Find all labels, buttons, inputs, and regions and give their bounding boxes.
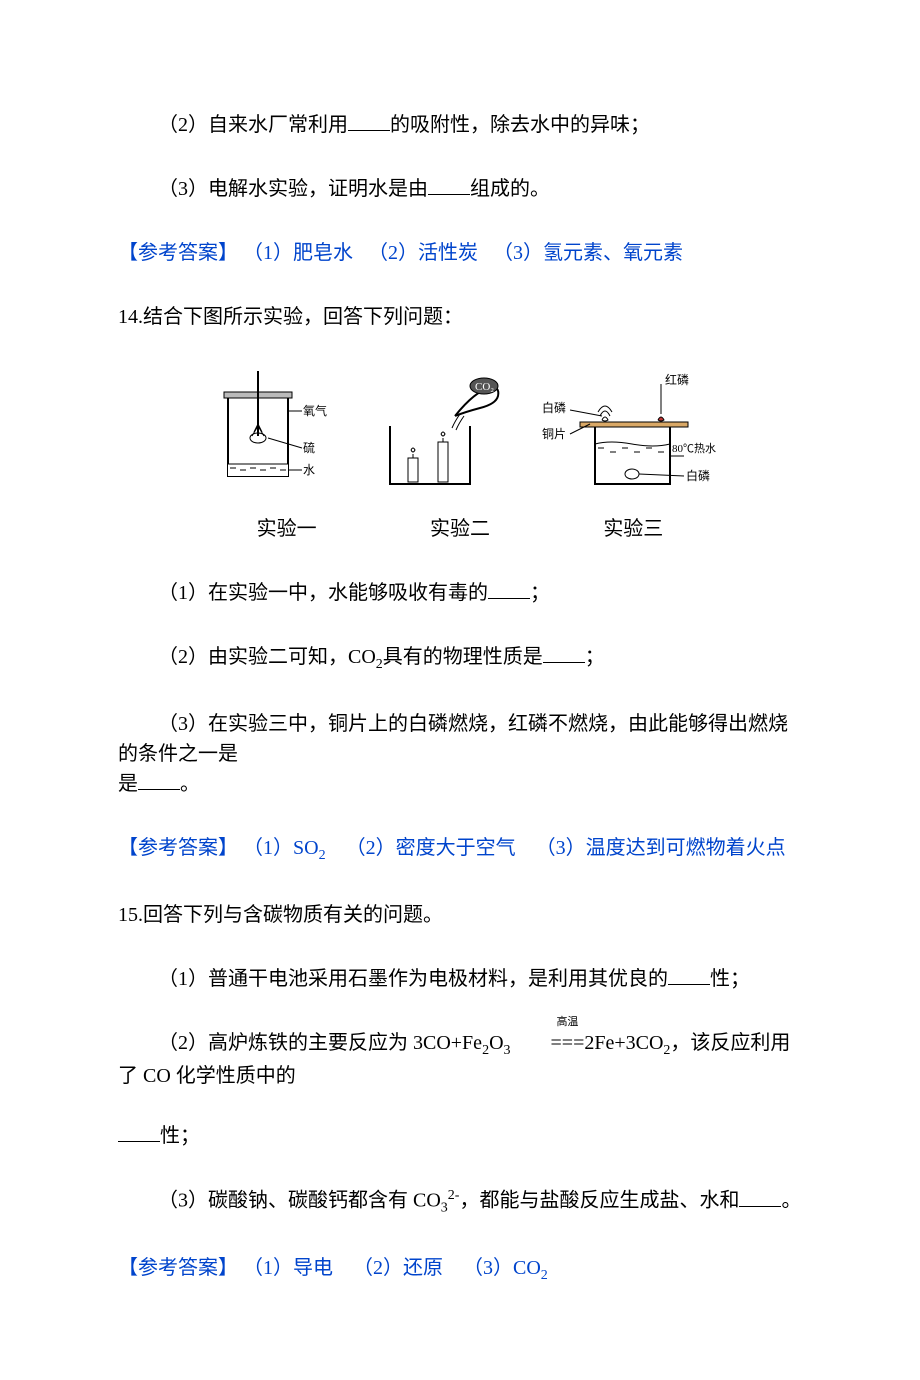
q13-p2-text: （2）自来水厂常利用 (158, 114, 348, 136)
label-co2: CO₂ (475, 381, 494, 393)
q14-part1: （1）在实验一中，水能够吸收有毒的 ； (118, 578, 802, 608)
q13-p3-tail: 组成的。 (470, 178, 550, 200)
q14-p3a: （3）在实验三中，铜片上的白磷燃烧，红磷不燃烧，由此能够得出燃烧的条件之一是 (118, 713, 788, 765)
q15-part2: （2）高炉炼铁的主要反应为 3CO+Fe2O3高温===2Fe+3CO2，该反应… (118, 1028, 802, 1151)
q14-p2a: （2）由实验二可知，CO (158, 646, 376, 668)
q15-a3-sub: 2 (541, 1268, 548, 1283)
q15-num: 15. (118, 904, 143, 926)
exp1-svg: 氧气 硫 水 (200, 366, 330, 496)
q13-p3-text: （3）电解水实验，证明水是由 (158, 178, 428, 200)
q14-stem-text: 结合下图所示实验，回答下列问题： (143, 306, 463, 328)
q15-p2-mid2: 2Fe+3CO (584, 1032, 663, 1054)
q14-p1a: （1）在实验一中，水能够吸收有毒的 (158, 582, 488, 604)
label-water: 水 (303, 463, 315, 477)
q15-a2: （2）还原 (353, 1257, 443, 1279)
q15-a3-pre: （3）CO (463, 1257, 541, 1279)
q15-p3a: （3）碳酸钠、碳酸钙都含有 CO (158, 1190, 441, 1212)
q13-answer: 【参考答案】 （1）肥皂水 （2）活性炭 （3）氢元素、氧元素 (118, 238, 802, 268)
eq-top: 高温 (516, 1014, 578, 1031)
blank (428, 174, 470, 195)
q14-p1b: ； (530, 582, 550, 604)
label-hotwater: 80℃热水 (672, 442, 716, 455)
q13-a2: （2）活性炭 (368, 242, 478, 264)
q14-answer: 【参考答案】 （1）SO2 （2）密度大于空气 （3）温度达到可燃物着火点 (118, 833, 802, 866)
answer-label: 【参考答案】 (118, 1257, 238, 1279)
q13-part3: （3）电解水实验，证明水是由 组成的。 (118, 174, 802, 204)
exp2-svg: CO₂ (360, 366, 510, 496)
q14-part2: （2）由实验二可知，CO2具有的物理性质是 ； (118, 642, 802, 675)
blank (668, 964, 710, 985)
blank (739, 1186, 781, 1207)
q14-num: 14. (118, 306, 143, 328)
sub: 3 (504, 1043, 511, 1058)
experiment-3-figure: 红磷 白磷 铜片 80℃热水 白磷 (540, 366, 720, 496)
q15-p2-mid1: O (489, 1032, 503, 1054)
q15-p3b: 。 (781, 1190, 801, 1212)
experiment-1-figure: 氧气 硫 水 (200, 366, 330, 496)
label-sulfur: 硫 (303, 440, 315, 455)
q14-captions: 实验一 实验二 实验三 (200, 514, 720, 544)
eq-mid: === (551, 1032, 585, 1054)
blank (488, 578, 530, 599)
q15-stem: 15.回答下列与含碳物质有关的问题。 (118, 900, 802, 930)
q15-part3: （3）碳酸钠、碳酸钙都含有 CO32-，都能与盐酸反应生成盐、水和 。 (118, 1185, 802, 1219)
q14-a1-pre: （1）SO (243, 837, 319, 859)
exp1-caption: 实验一 (257, 514, 317, 544)
blank (118, 1121, 160, 1142)
q15-p2a: （2）高炉炼铁的主要反应为 3CO+Fe (158, 1032, 482, 1054)
q14-stem: 14.结合下图所示实验，回答下列问题： (118, 302, 802, 332)
q13-part2: （2）自来水厂常利用 的吸附性，除去水中的异味； (118, 110, 802, 140)
q14-figures: 氧气 硫 水 CO₂ (118, 366, 802, 496)
exp3-caption: 实验三 (603, 514, 663, 544)
answer-label: 【参考答案】 (118, 242, 238, 264)
q14-p3b: 。 (180, 773, 200, 795)
experiment-2-figure: CO₂ (360, 366, 510, 496)
blank (543, 642, 585, 663)
q14-a3: （3）温度达到可燃物着火点 (536, 837, 786, 859)
sup: 2- (448, 1188, 460, 1203)
q14-p2a-tail: 具有的物理性质是 (383, 646, 543, 668)
q14-p2b: ； (585, 646, 605, 668)
q15-p1a: （1）普通干电池采用石墨作为电极材料，是利用其优良的 (158, 968, 668, 990)
sub: 3 (441, 1201, 448, 1216)
sub: 2 (482, 1043, 489, 1058)
answer-label: 【参考答案】 (118, 837, 238, 859)
exp3-svg: 红磷 白磷 铜片 80℃热水 白磷 (540, 366, 720, 496)
blank (138, 769, 180, 790)
label-white-p-bot: 白磷 (686, 468, 710, 483)
q15-a1: （1）导电 (243, 1257, 333, 1279)
label-white-p-top: 白磷 (542, 400, 566, 415)
blank (348, 110, 390, 131)
sub-2: 2 (376, 657, 383, 672)
label-red-p: 红磷 (665, 372, 689, 387)
q15-part1: （1）普通干电池采用石墨作为电极材料，是利用其优良的 性； (118, 964, 802, 994)
q15-answer: 【参考答案】 （1）导电 （2）还原 （3）CO2 (118, 1253, 802, 1286)
q15-stem-text: 回答下列与含碳物质有关的问题。 (143, 904, 443, 926)
q13-a3: （3）氢元素、氧元素 (493, 242, 683, 264)
label-copper: 铜片 (542, 426, 566, 441)
reaction-arrow: 高温=== (511, 1028, 585, 1058)
q14-a1-sub: 2 (319, 848, 326, 863)
q15-p1b: 性； (710, 968, 750, 990)
q14-a2: （2）密度大于空气 (346, 837, 516, 859)
q15-p2b: 性； (160, 1125, 200, 1147)
q13-p2-tail: 的吸附性，除去水中的异味； (390, 114, 650, 136)
q14-part3: （3）在实验三中，铜片上的白磷燃烧，红磷不燃烧，由此能够得出燃烧的条件之一是 是… (118, 709, 802, 799)
label-oxygen: 氧气 (303, 403, 327, 418)
q15-p3-mid: ，都能与盐酸反应生成盐、水和 (459, 1190, 739, 1212)
q14-p3-cont: 是 (118, 773, 138, 795)
exp2-caption: 实验二 (430, 514, 490, 544)
q13-a1: （1）肥皂水 (243, 242, 353, 264)
